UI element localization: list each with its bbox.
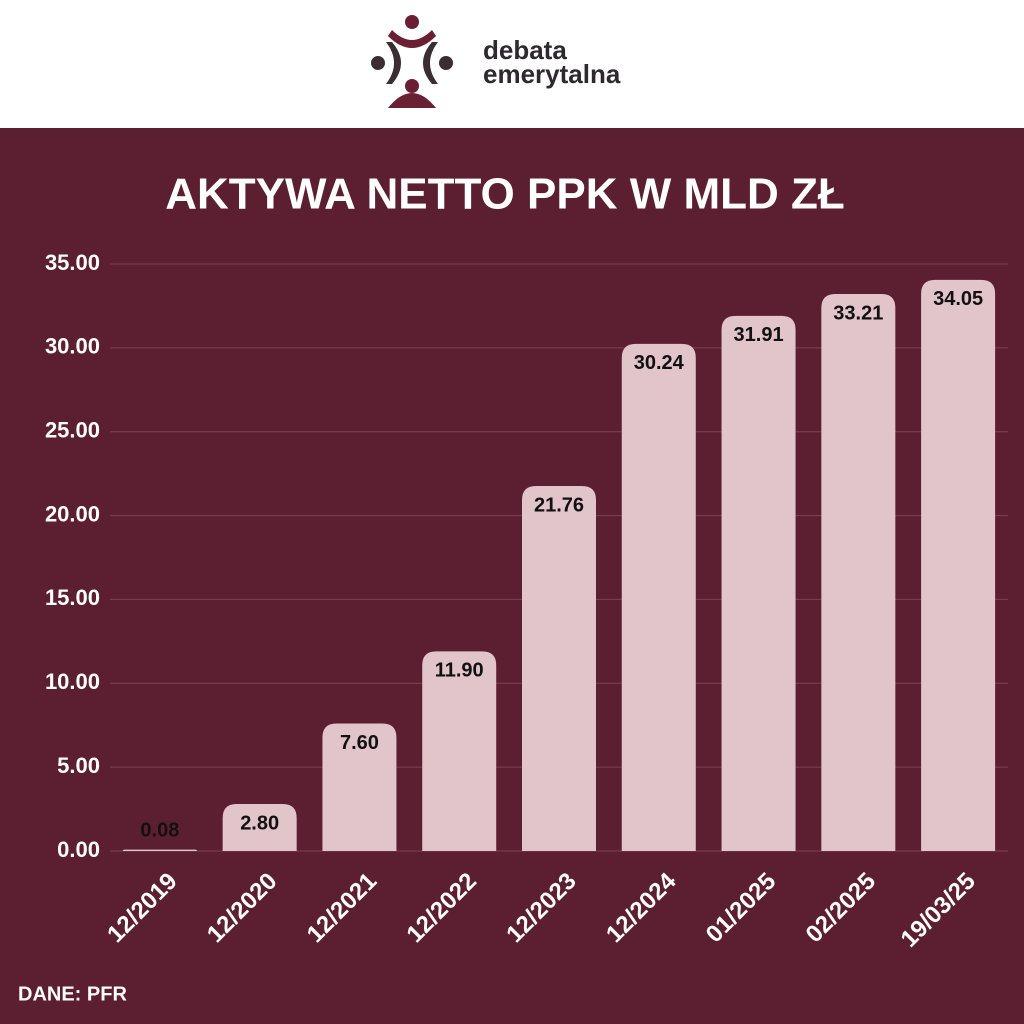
y-tick-label: 0.00 — [57, 837, 100, 862]
logo-icon — [371, 15, 453, 108]
bar — [621, 343, 696, 851]
value-label: 0.08 — [140, 819, 179, 841]
bar — [921, 279, 996, 851]
y-tick-label: 20.00 — [45, 501, 100, 526]
y-tick-label: 30.00 — [45, 334, 100, 359]
bar — [322, 723, 397, 851]
bar — [122, 849, 197, 851]
chart-title: AKTYWA NETTO PPK W MLD ZŁ — [165, 170, 845, 219]
value-label: 2.80 — [240, 812, 279, 834]
y-tick-label: 5.00 — [57, 753, 100, 778]
bar — [821, 294, 896, 851]
y-tick-label: 35.00 — [45, 250, 100, 275]
source-note: DANE: PFR — [18, 983, 127, 1005]
y-tick-label: 25.00 — [45, 418, 100, 443]
value-label: 33.21 — [833, 302, 883, 324]
value-label: 30.24 — [634, 352, 685, 374]
bar — [721, 315, 796, 851]
value-label: 31.91 — [734, 324, 784, 346]
logo-text: debata — [483, 35, 567, 65]
header — [0, 0, 1024, 128]
value-label: 7.60 — [340, 732, 379, 754]
bar — [422, 651, 497, 851]
y-tick-label: 15.00 — [45, 585, 100, 610]
y-tick-label: 10.00 — [45, 669, 100, 694]
logo-text: emerytalna — [483, 59, 621, 89]
bar — [222, 804, 297, 851]
bar — [522, 486, 596, 851]
value-label: 34.05 — [933, 288, 983, 310]
value-label: 11.90 — [435, 660, 484, 682]
value-label: 21.76 — [534, 494, 584, 516]
